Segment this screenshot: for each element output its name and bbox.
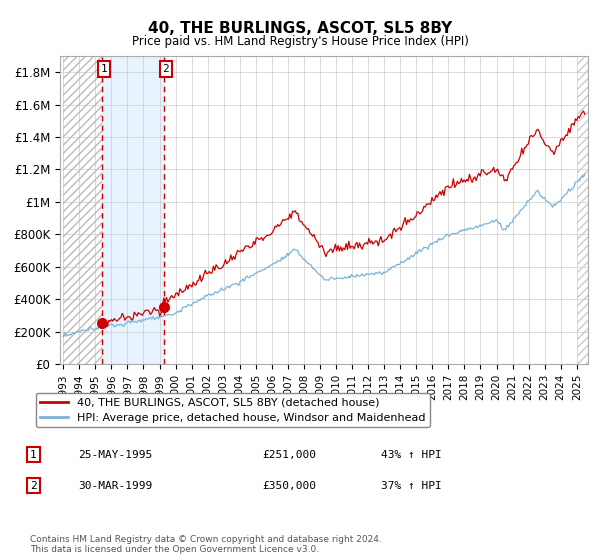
Text: 2: 2 bbox=[30, 480, 37, 491]
Legend: 40, THE BURLINGS, ASCOT, SL5 8BY (detached house), HPI: Average price, detached : 40, THE BURLINGS, ASCOT, SL5 8BY (detach… bbox=[35, 393, 430, 427]
Text: 40, THE BURLINGS, ASCOT, SL5 8BY: 40, THE BURLINGS, ASCOT, SL5 8BY bbox=[148, 21, 452, 36]
Text: 1: 1 bbox=[101, 64, 107, 74]
Bar bbox=[577, 56, 600, 364]
Text: 43% ↑ HPI: 43% ↑ HPI bbox=[381, 450, 442, 460]
Text: £350,000: £350,000 bbox=[262, 480, 316, 491]
Text: £251,000: £251,000 bbox=[262, 450, 316, 460]
Bar bbox=[102, 56, 164, 364]
Text: 37% ↑ HPI: 37% ↑ HPI bbox=[381, 480, 442, 491]
Text: 25-MAY-1995: 25-MAY-1995 bbox=[79, 450, 153, 460]
Text: 1: 1 bbox=[30, 450, 37, 460]
Bar bbox=[63, 56, 102, 364]
Bar bbox=[577, 56, 600, 364]
Text: 2: 2 bbox=[163, 64, 169, 74]
Text: Contains HM Land Registry data © Crown copyright and database right 2024.
This d: Contains HM Land Registry data © Crown c… bbox=[30, 535, 382, 554]
Text: Price paid vs. HM Land Registry's House Price Index (HPI): Price paid vs. HM Land Registry's House … bbox=[131, 35, 469, 48]
Text: 30-MAR-1999: 30-MAR-1999 bbox=[79, 480, 153, 491]
